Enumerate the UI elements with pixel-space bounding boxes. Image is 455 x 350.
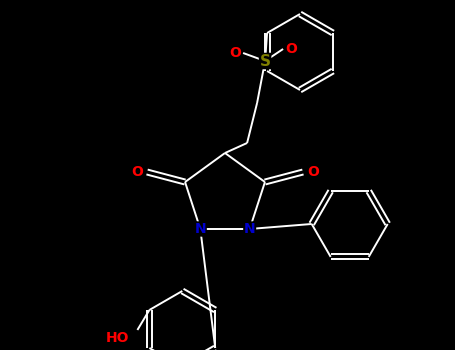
Text: O: O bbox=[229, 46, 241, 60]
Text: N: N bbox=[194, 222, 206, 236]
Text: HO: HO bbox=[106, 331, 129, 345]
Text: O: O bbox=[285, 42, 297, 56]
Text: O: O bbox=[307, 165, 319, 179]
Text: N: N bbox=[244, 222, 256, 236]
Text: O: O bbox=[131, 165, 143, 179]
Text: S: S bbox=[260, 54, 271, 69]
